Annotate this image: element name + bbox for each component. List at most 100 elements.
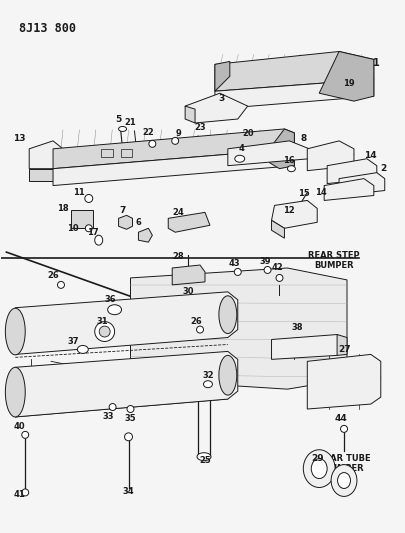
Ellipse shape [311,459,326,479]
Polygon shape [118,215,132,229]
Text: 25: 25 [198,456,210,465]
Ellipse shape [149,140,156,147]
Text: 37: 37 [67,337,79,346]
Text: 32: 32 [202,371,213,379]
Text: 40: 40 [13,422,25,431]
Text: 35: 35 [124,415,136,423]
Bar [100,149,112,157]
Text: 43: 43 [228,259,240,268]
Ellipse shape [287,166,294,172]
Text: 15: 15 [298,189,309,198]
Polygon shape [271,335,343,359]
Text: 3: 3 [218,94,224,103]
Text: REAR STEP: REAR STEP [307,251,359,260]
Text: 7: 7 [119,206,126,215]
Bar [120,149,132,157]
Ellipse shape [109,403,116,410]
Ellipse shape [107,305,121,314]
Polygon shape [318,52,373,101]
Bar [180,298,205,321]
Text: 10: 10 [67,224,79,233]
Ellipse shape [340,425,347,432]
Polygon shape [323,179,373,200]
Text: 13: 13 [13,134,26,143]
Text: BUMPER: BUMPER [324,464,363,473]
Polygon shape [338,173,384,196]
Text: 14: 14 [364,151,376,160]
Polygon shape [214,61,229,91]
Text: 33: 33 [102,413,114,422]
Text: 31: 31 [97,317,108,326]
Ellipse shape [77,345,88,353]
Text: 8: 8 [299,134,306,143]
Ellipse shape [94,235,102,245]
Text: 39: 39 [259,256,271,265]
Bar [71,211,92,228]
Ellipse shape [22,431,29,438]
Polygon shape [53,129,294,168]
Ellipse shape [127,406,134,413]
Text: 28: 28 [172,252,183,261]
Polygon shape [185,93,247,123]
Text: 2: 2 [380,164,386,173]
Polygon shape [29,141,63,168]
Polygon shape [185,106,194,123]
Text: 23: 23 [194,124,205,133]
Text: 26: 26 [47,271,59,280]
Polygon shape [15,292,237,354]
Polygon shape [336,335,346,356]
Text: REAR TUBE: REAR TUBE [317,454,369,463]
Polygon shape [326,159,376,183]
Ellipse shape [275,274,282,281]
Polygon shape [168,212,209,232]
Ellipse shape [203,381,212,387]
Polygon shape [307,354,380,409]
Text: 22: 22 [142,128,154,138]
Text: 18: 18 [57,204,68,213]
Ellipse shape [234,269,241,276]
Polygon shape [227,141,309,166]
Text: 9: 9 [175,130,181,139]
Text: 44: 44 [334,415,347,423]
Text: 34: 34 [122,487,134,496]
Ellipse shape [337,473,350,488]
Text: 4: 4 [238,144,244,154]
Ellipse shape [218,296,236,334]
Polygon shape [271,220,284,238]
Polygon shape [15,351,237,417]
Text: 41: 41 [13,490,25,499]
Text: 8J13 800: 8J13 800 [19,22,76,35]
Text: 42: 42 [271,263,283,272]
Ellipse shape [118,126,126,132]
Text: 16: 16 [283,156,294,165]
Ellipse shape [124,433,132,441]
Ellipse shape [99,326,110,337]
Ellipse shape [330,465,356,496]
Polygon shape [172,265,205,285]
Text: 1: 1 [373,59,379,68]
Ellipse shape [303,450,334,488]
Polygon shape [271,200,316,228]
Ellipse shape [5,308,25,355]
Ellipse shape [5,367,25,417]
Ellipse shape [196,326,203,333]
Ellipse shape [22,489,29,496]
Ellipse shape [196,453,211,461]
Ellipse shape [234,155,244,162]
Ellipse shape [171,138,178,144]
Text: 27: 27 [338,345,350,354]
Text: 17: 17 [87,228,98,237]
Text: BUMPER: BUMPER [313,261,353,270]
Polygon shape [130,268,346,389]
Text: 14: 14 [315,188,326,197]
Ellipse shape [218,356,236,395]
Ellipse shape [85,225,92,232]
Text: 12: 12 [283,206,294,215]
Polygon shape [29,168,53,181]
Text: 5: 5 [115,115,122,124]
Text: 30: 30 [182,287,193,296]
Text: 21: 21 [124,118,136,127]
Text: 6: 6 [135,218,141,227]
Text: 38: 38 [291,323,303,332]
Text: 29: 29 [310,454,323,463]
